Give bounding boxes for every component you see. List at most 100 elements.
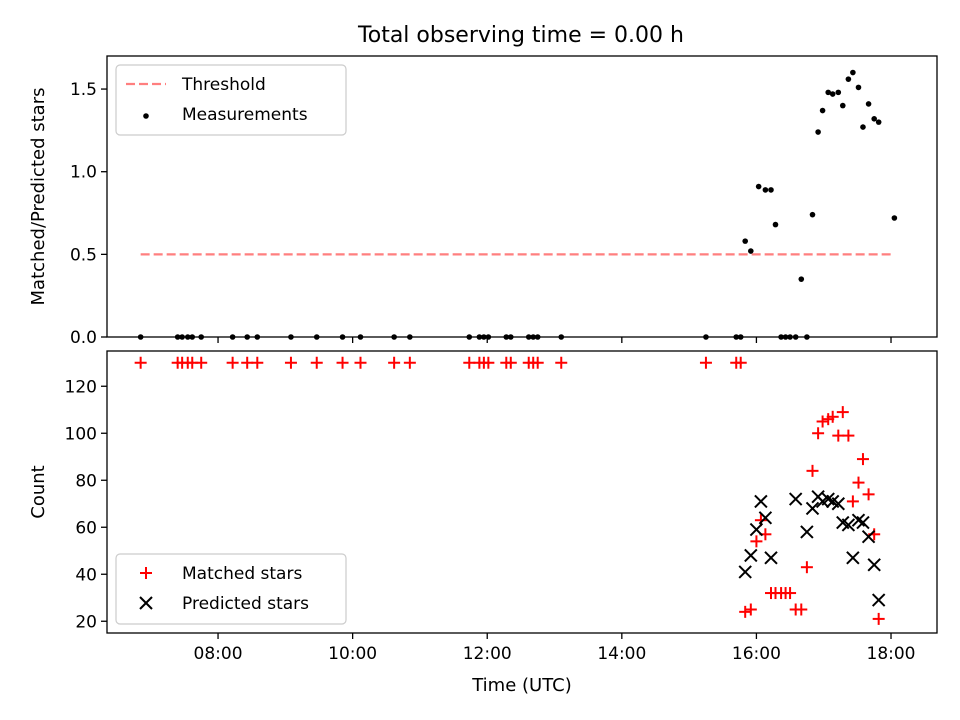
predicted-star-point	[744, 548, 758, 563]
measurement-point	[860, 124, 866, 130]
matched-star-point	[403, 356, 416, 369]
y-tick-label: 0.5	[70, 245, 97, 265]
matched-star-point	[241, 356, 254, 369]
x-tick-label: 18:00	[867, 644, 916, 664]
measurement-point	[742, 238, 749, 244]
legend-label: Measurements	[182, 105, 308, 125]
matched-star-point	[463, 356, 476, 369]
axes-frame	[106, 55, 938, 338]
legend-label: Threshold	[181, 75, 266, 95]
predicted-star-point	[831, 497, 846, 511]
matched-star-point	[812, 427, 825, 440]
measurement-point	[768, 187, 774, 193]
matched-star-point	[195, 356, 208, 369]
matched-star-point	[832, 429, 845, 442]
matched-star-point	[226, 356, 239, 369]
y-tick-label: 1.0	[70, 163, 97, 183]
matched-star-point	[816, 415, 829, 428]
measurement-point	[748, 248, 754, 254]
y-tick-label: 120	[65, 377, 97, 397]
legend-measurement-swatch	[143, 113, 149, 119]
measurement-point	[829, 91, 836, 97]
matched-star-point	[388, 356, 401, 369]
predicted-star-point	[841, 518, 856, 532]
matched-star-point	[806, 464, 819, 477]
matched-star-point	[836, 406, 849, 419]
matched-star-point	[826, 410, 839, 423]
predicted-star-point	[749, 522, 764, 537]
y-tick-label: 80	[75, 471, 97, 491]
x-tick-label: 14:00	[597, 644, 646, 664]
y-tick-label: 20	[75, 612, 97, 632]
matched-star-point	[734, 356, 747, 369]
measurement-point	[839, 102, 846, 109]
matched-star-point	[744, 603, 757, 616]
measurement-point	[762, 187, 769, 193]
matched-star-point	[842, 429, 855, 442]
measurement-point	[865, 101, 872, 107]
x-tick-label: 12:00	[463, 644, 512, 664]
predicted-star-point	[861, 529, 876, 544]
measurement-point	[845, 76, 852, 82]
predicted-star-point	[764, 551, 778, 565]
matched-star-point	[784, 587, 797, 600]
legend-label: Predicted stars	[182, 594, 309, 614]
x-axis-label: Time (UTC)	[471, 675, 572, 696]
predicted-star-point	[800, 525, 814, 539]
legend-matched-swatch	[140, 567, 152, 579]
matched-star-point	[482, 356, 495, 369]
measurement-point	[871, 116, 877, 122]
measurement-point	[875, 119, 882, 125]
predicted-star-point	[846, 551, 860, 565]
matched-star-point	[856, 453, 869, 466]
matched-star-point	[336, 356, 349, 369]
measurement-point	[850, 69, 856, 76]
legend: Threshold Measurements	[115, 64, 347, 136]
predicted-star-point	[788, 492, 803, 506]
y-axis-label: Matched/Predicted stars	[28, 88, 49, 306]
matched-star-point	[862, 488, 875, 501]
chart-title: Total observing time = 0.00 h	[357, 23, 684, 48]
matched-star-point	[795, 603, 808, 616]
measurement-point	[835, 89, 842, 96]
matched-star-point	[800, 561, 813, 574]
x-tick-label: 08:00	[194, 644, 243, 664]
matched-star-point	[555, 356, 568, 369]
measurement-point	[891, 215, 898, 221]
matched-star-point	[134, 356, 147, 369]
matched-star-point	[846, 495, 859, 508]
bottom-panel: 20 40 60 80 100 120 08:00 10:00 12:00 14:00 16:00 1…	[28, 350, 938, 696]
legend: Matched stars Predicted stars	[115, 553, 347, 625]
predicted-star-point	[856, 515, 870, 530]
predicted-star-point	[871, 593, 886, 607]
y-tick-label: 0.0	[70, 328, 97, 348]
x-tick-label: 10:00	[328, 644, 377, 664]
measurement-point	[755, 183, 762, 190]
measurement-point	[809, 211, 816, 218]
matched-star-point	[284, 356, 297, 369]
measurement-point	[772, 221, 779, 228]
axes-frame	[106, 350, 938, 634]
legend-predicted-swatch	[139, 596, 153, 610]
measurement-point	[819, 107, 826, 114]
predicted-star-point	[758, 511, 773, 525]
x-tick-label: 16:00	[732, 644, 781, 664]
matched-star-point	[750, 535, 763, 548]
matched-star-point	[251, 356, 264, 369]
predicted-star-point	[805, 501, 820, 516]
matched-star-point	[531, 356, 544, 369]
predicted-star-point	[867, 558, 881, 572]
matched-star-point	[852, 476, 865, 489]
top-panel: 0.0 0.5 1.0 1.5 Matched/Predicted stars Thres…	[28, 55, 938, 348]
measurement-point	[798, 276, 805, 282]
legend-label: Matched stars	[182, 564, 302, 584]
y-tick-label: 60	[75, 518, 97, 538]
measurement-point	[855, 84, 862, 91]
y-tick-label: 1.5	[70, 80, 97, 100]
matched-star-point	[504, 356, 517, 369]
y-tick-label: 40	[75, 565, 97, 585]
predicted-star-point	[738, 565, 752, 579]
measurement-point	[825, 89, 832, 96]
matched-star-point	[739, 605, 752, 618]
